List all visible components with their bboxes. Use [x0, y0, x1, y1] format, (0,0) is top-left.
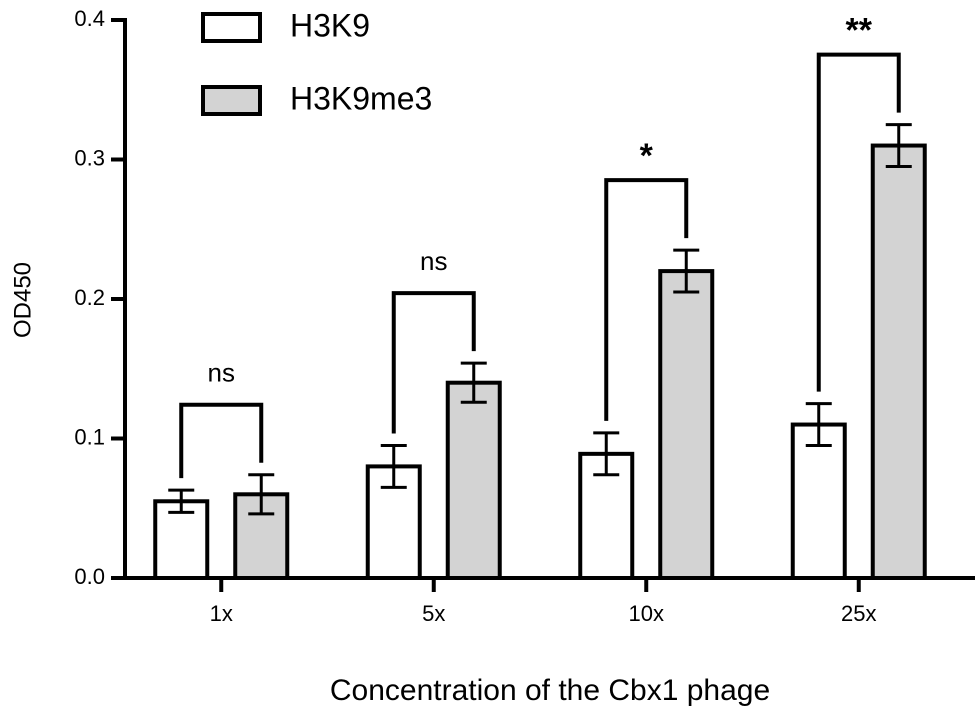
- error-bar: [885, 123, 912, 168]
- significance-bracket: [604, 178, 689, 421]
- significance-bracket: [391, 291, 476, 434]
- x-tick-label: 25x: [841, 601, 876, 626]
- legend-swatch: [201, 85, 262, 116]
- x-tick-label: 1x: [210, 601, 233, 626]
- significance-label: ns: [420, 246, 447, 276]
- legend-label: H3K9: [290, 7, 370, 43]
- bar: [153, 499, 210, 580]
- legend-label: H3K9me3: [290, 80, 432, 116]
- y-tick-label: 0.0: [74, 564, 105, 589]
- bar: [870, 143, 927, 581]
- x-axis-title: Concentration of the Cbx1 phage: [330, 674, 770, 707]
- error-bar: [460, 361, 487, 404]
- y-tick-label: 0.1: [74, 424, 105, 449]
- y-axis-title: OD450: [9, 262, 36, 338]
- legend-swatch: [201, 12, 262, 43]
- error-bar: [593, 431, 620, 477]
- y-tick-label: 0.2: [74, 285, 105, 310]
- error-bar: [673, 248, 700, 294]
- significance-bracket: [179, 402, 264, 479]
- error-bar: [805, 402, 832, 447]
- y-tick-label: 0.4: [74, 6, 105, 31]
- error-bar: [248, 473, 275, 516]
- significance-bracket: [816, 52, 901, 392]
- error-bar: [168, 488, 195, 514]
- bar: [445, 380, 502, 581]
- error-bar: [380, 443, 407, 489]
- x-tick-label: 10x: [629, 601, 664, 626]
- significance-label: **: [846, 12, 873, 50]
- y-tick-label: 0.3: [74, 145, 105, 170]
- x-tick-label: 5x: [422, 601, 445, 626]
- significance-label: *: [640, 137, 654, 175]
- bar: [658, 269, 715, 580]
- significance-label: ns: [208, 358, 235, 388]
- bar: [790, 422, 847, 580]
